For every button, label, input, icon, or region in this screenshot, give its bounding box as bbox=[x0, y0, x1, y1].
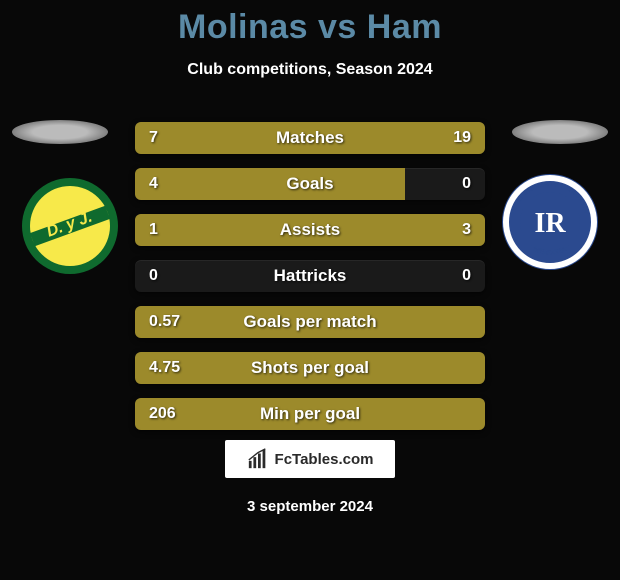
stat-fill-right bbox=[230, 122, 486, 154]
stat-row: 0.57Goals per match bbox=[135, 306, 485, 338]
stat-fill-left bbox=[135, 306, 485, 338]
team-right-badge: INDEPENDIENTE RIVADAVIA MENDOZA IR bbox=[500, 172, 600, 272]
page-subtitle: Club competitions, Season 2024 bbox=[0, 61, 620, 79]
stats-list: 719Matches40Goals13Assists00Hattricks0.5… bbox=[135, 122, 485, 430]
team-left-badge-svg: D. y J. bbox=[20, 176, 120, 276]
stat-row: 13Assists bbox=[135, 214, 485, 246]
brand-badge: FcTables.com bbox=[225, 440, 395, 478]
stat-fill-left bbox=[135, 352, 485, 384]
comparison-card: Molinas vs Ham Club competitions, Season… bbox=[0, 0, 620, 580]
team-right-badge-svg: INDEPENDIENTE RIVADAVIA MENDOZA IR bbox=[500, 172, 600, 272]
stat-fill-left bbox=[135, 168, 405, 200]
stat-row: 206Min per goal bbox=[135, 398, 485, 430]
stat-label: Hattricks bbox=[135, 260, 485, 292]
stat-left-value: 0 bbox=[135, 260, 172, 292]
team-right-shadow bbox=[512, 120, 608, 144]
stat-right-value: 0 bbox=[448, 168, 485, 200]
stat-row: 719Matches bbox=[135, 122, 485, 154]
footer-date: 3 september 2024 bbox=[0, 498, 620, 515]
stat-row: 0 0Hattricks bbox=[135, 260, 485, 292]
team-left-shadow bbox=[12, 120, 108, 144]
brand-icon bbox=[247, 448, 269, 470]
stat-fill-left bbox=[135, 214, 223, 246]
team-left-badge: D. y J. bbox=[20, 176, 120, 276]
page-title: Molinas vs Ham bbox=[0, 0, 620, 47]
stat-right-value: 0 bbox=[448, 260, 485, 292]
stat-row: 4.75Shots per goal bbox=[135, 352, 485, 384]
stat-fill-left bbox=[135, 122, 230, 154]
stat-row: 40Goals bbox=[135, 168, 485, 200]
stat-fill-left bbox=[135, 398, 485, 430]
stat-fill-right bbox=[223, 214, 486, 246]
badge-monogram: IR bbox=[534, 208, 566, 239]
brand-text: FcTables.com bbox=[275, 451, 374, 468]
